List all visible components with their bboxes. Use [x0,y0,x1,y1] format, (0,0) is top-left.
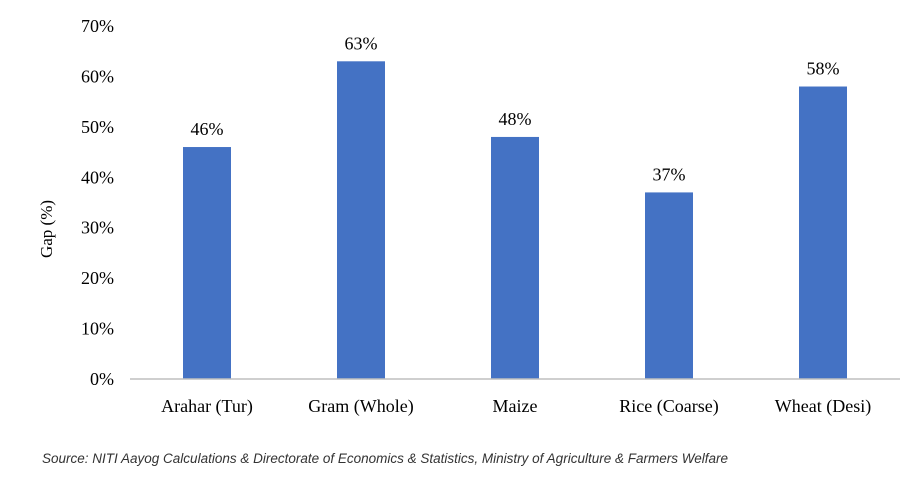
y-tick-label: 20% [81,268,114,288]
data-label: 37% [653,164,686,184]
bar [799,86,847,379]
y-tick-label: 0% [90,369,114,389]
y-axis-title: Gap (%) [37,200,56,258]
bar [183,147,231,379]
category-label: Wheat (Desi) [775,396,871,417]
bar [491,136,539,379]
data-label: 63% [345,33,378,53]
bars-group [183,61,847,380]
bar-chart: 0%10%20%30%40%50%60%70% 46%63%48%37%58% … [37,16,900,417]
y-tick-label: 50% [81,117,114,137]
y-tick-label: 70% [81,16,114,36]
source-note: Source: NITI Aayog Calculations & Direct… [42,451,728,466]
category-label: Gram (Whole) [308,396,413,417]
y-tick-label: 60% [81,66,114,86]
y-tick-label: 40% [81,167,114,187]
y-tick-label: 30% [81,218,114,238]
bar [337,61,385,380]
bar [645,192,693,379]
data-label: 48% [499,109,532,129]
y-tick-label: 10% [81,319,114,339]
data-label: 58% [807,59,840,79]
category-label: Maize [493,396,538,416]
data-labels-group: 46% 63% 48% 37% 58% [191,33,840,184]
category-label: Rice (Coarse) [619,396,718,417]
category-labels-group: Arahar (Tur) Gram (Whole) Maize Rice (Coars… [161,396,871,417]
y-axis-ticks: 0% 10% 20% 30% 40% 50% 60% 70% [81,16,114,389]
data-label: 46% [191,119,224,139]
category-label: Arahar (Tur) [161,396,253,417]
